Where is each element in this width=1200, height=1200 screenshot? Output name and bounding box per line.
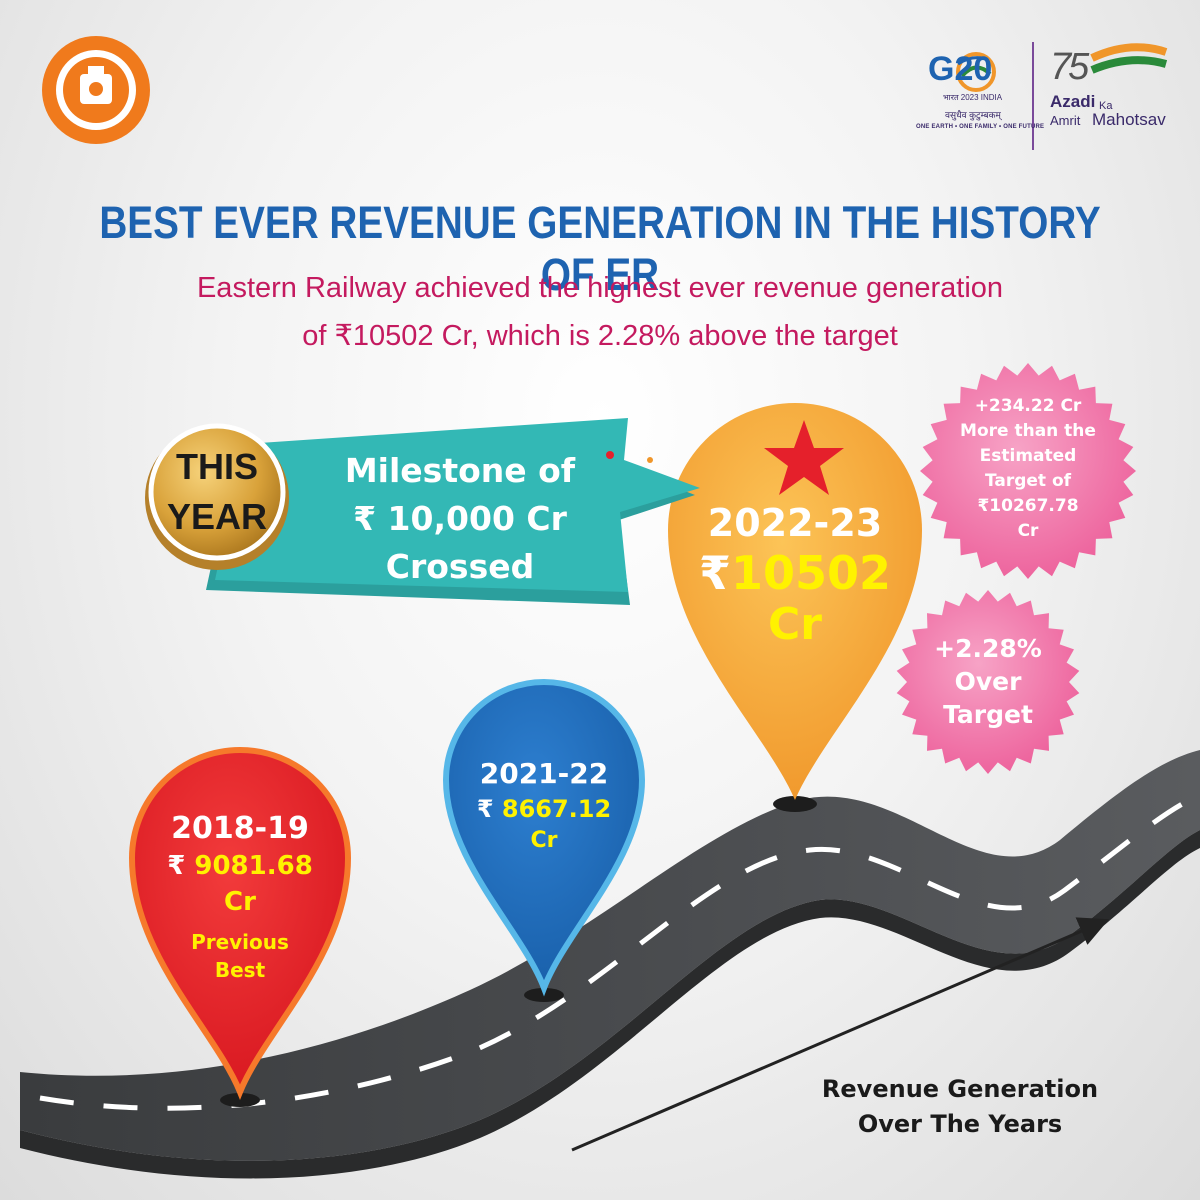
pin-2022-23 xyxy=(668,403,922,800)
target-badge-text: +234.22 Cr More than the Estimated Targe… xyxy=(928,394,1128,544)
pin-2021-22-amount-row: ₹ 8667.12 xyxy=(446,792,642,826)
pin-2022-23-label: 2022-23 ₹10502 Cr xyxy=(668,500,922,650)
indian-railways-logo-icon xyxy=(42,36,150,144)
pin-2022-23-amount-row: ₹10502 xyxy=(668,546,922,600)
pin-2018-19-amount: 9081.68 xyxy=(194,851,313,881)
target-line5: ₹10267.78 xyxy=(977,496,1079,516)
pin-2021-22-unit: Cr xyxy=(530,828,558,853)
headline: BEST EVER REVENUE GENERATION IN THE HIST… xyxy=(99,197,1101,300)
akam-line3: Mahotsav xyxy=(1092,110,1166,129)
pin-2018-19 xyxy=(128,747,352,1101)
percent-line3: Target xyxy=(943,700,1033,729)
this-year-label: THIS YEAR xyxy=(150,442,284,542)
subheadline-line1: Eastern Railway achieved the highest eve… xyxy=(196,272,1004,304)
this-year-line1: THIS xyxy=(175,446,258,487)
pin-2021-22-label: 2021-22 ₹ 8667.12 Cr xyxy=(446,756,642,856)
g20-globe-icon xyxy=(956,52,996,92)
pin-2022-23-year: 2022-23 xyxy=(707,501,883,545)
road-graphic xyxy=(20,750,1200,1179)
percent-badge-text: +2.28% Over Target xyxy=(898,632,1078,731)
subheadline-line2: of ₹10502 Cr, which is 2.28% above the t… xyxy=(302,320,898,352)
g20-year: भारत 2023 INDIA xyxy=(943,93,1003,102)
target-line6: Cr xyxy=(1017,521,1039,541)
milestone-banner xyxy=(206,418,700,605)
pin-base-shadow xyxy=(773,796,817,812)
milestone-text: Milestone of ₹ 10,000 Cr Crossed xyxy=(300,447,620,591)
this-year-badge xyxy=(148,423,286,561)
akam-number: 75 xyxy=(1050,46,1089,88)
akam-line1: Azadi xyxy=(1050,92,1096,111)
pin-2021-22 xyxy=(442,679,646,997)
pin-2022-23-amount: 10502 xyxy=(730,546,892,600)
decor-dot xyxy=(647,457,653,463)
target-line4: Target of xyxy=(984,471,1072,491)
star-icon xyxy=(764,420,844,495)
trend-caption: Revenue Generation Over The Years xyxy=(790,1072,1130,1142)
trend-caption-line1: Revenue Generation xyxy=(821,1075,1099,1103)
target-line1: +234.22 Cr xyxy=(974,396,1082,416)
pin-2021-22-year: 2021-22 xyxy=(479,757,609,790)
g20-sanskrit: वसुधैव कुटुम्बकम् xyxy=(945,110,1001,120)
pin-2018-19-note2: Best xyxy=(214,958,266,982)
pin-2018-19-unit: Cr xyxy=(224,887,256,917)
pin-2018-19-note1: Previous xyxy=(191,930,289,954)
milestone-line2: ₹ 10,000 Cr xyxy=(353,499,567,538)
trend-caption-line2: Over The Years xyxy=(857,1110,1063,1138)
rupee-symbol: ₹ xyxy=(698,546,731,600)
decor-dot xyxy=(606,451,614,459)
pin-2021-22-amount: 8667.12 xyxy=(501,795,612,823)
percent-line2: Over xyxy=(954,667,1022,696)
rupee-symbol: ₹ xyxy=(167,851,186,881)
pin-2018-19-year: 2018-19 xyxy=(171,811,309,846)
milestone-line1: Milestone of xyxy=(344,451,576,490)
this-year-line2: YEAR xyxy=(166,496,268,537)
percent-line1: +2.28% xyxy=(934,634,1042,663)
target-badge xyxy=(920,363,1136,579)
rupee-symbol: ₹ xyxy=(476,795,494,823)
milestone-line3: Crossed xyxy=(385,547,535,586)
percent-badge xyxy=(896,590,1080,774)
pin-2018-19-label: 2018-19 ₹ 9081.68 Cr Previous Best xyxy=(132,810,348,984)
g20-mark: G20 xyxy=(928,50,993,88)
g20-tagline: ONE EARTH • ONE FAMILY • ONE FUTURE xyxy=(916,124,1045,130)
trend-arrow xyxy=(571,917,1110,1152)
pin-2018-19-amount-row: ₹ 9081.68 xyxy=(132,848,348,884)
pin-2022-23-unit: Cr xyxy=(768,599,822,650)
akam-line2: Amrit xyxy=(1050,113,1081,128)
target-line2: More than the xyxy=(960,421,1096,441)
akam-ka: Ka xyxy=(1099,100,1113,112)
tricolour-swoosh-icon xyxy=(1090,43,1168,74)
target-line3: Estimated xyxy=(979,446,1077,466)
